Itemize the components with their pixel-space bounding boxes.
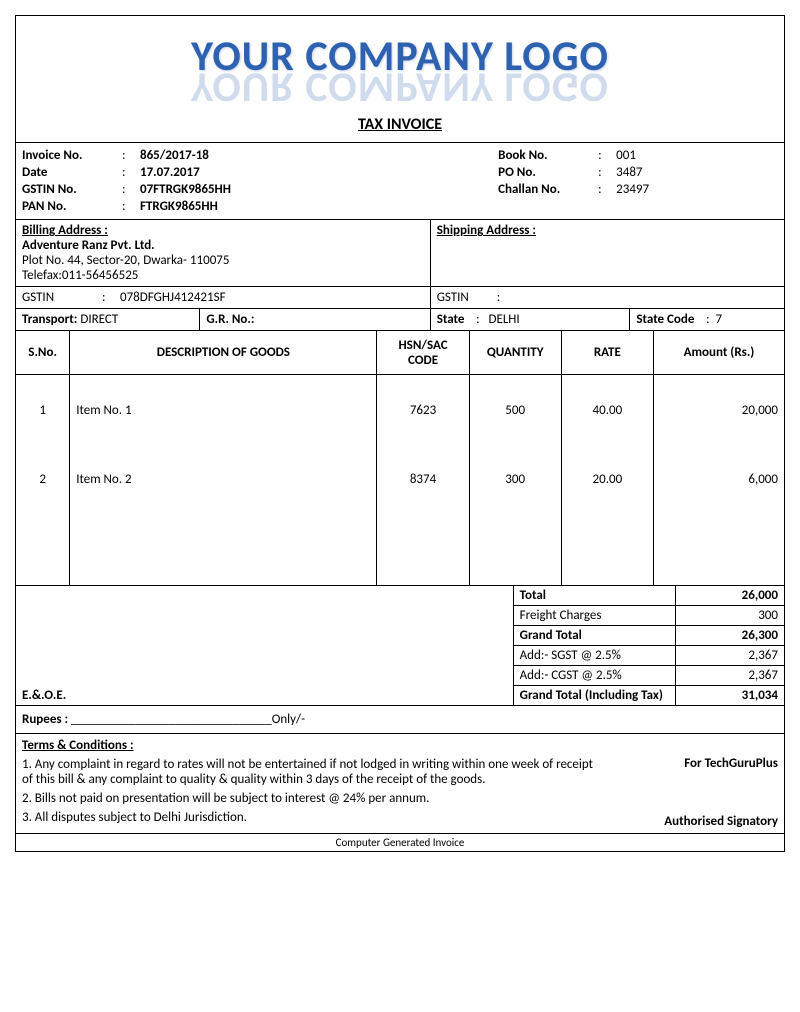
terms-right: For TechGuruPlus Authorised Signatory [600,734,784,833]
billing-line1: Plot No. 44, Sector-20, Dwarka- 110075 [22,253,424,268]
state-code-label: State Code [636,312,694,327]
pan: FTRGK9865HH [140,199,486,214]
state-code-value: 7 [716,312,723,327]
billing-gstin-label: GSTIN [22,290,102,305]
date-label: Date [22,165,122,180]
item-hsn: 8374 [377,445,469,515]
grand-total-value: 26,300 [676,626,784,645]
item-desc: Item No. 1 [70,375,377,445]
book-no: 001 [616,148,778,163]
rupees-label: Rupees : [22,712,68,727]
pan-label: PAN No. [22,199,122,214]
state-label: State [437,312,465,327]
item-amount: 6,000 [653,445,784,515]
date: 17.07.2017 [140,165,486,180]
item-qty: 500 [469,375,561,445]
meta-left: Invoice No.:865/2017-18 Date:17.07.2017 … [16,143,492,219]
gstin-row: GSTIN : 078DFGHJ412421SF GSTIN : [16,286,784,308]
item-hsn: 7623 [377,375,469,445]
item-sno: 2 [16,445,70,515]
po-no-label: PO No. [498,165,598,180]
invoice-no: 865/2017-18 [140,148,486,163]
items-table: S.No. DESCRIPTION OF GOODS HSN/SAC CODE … [16,330,784,585]
billing-name: Adventure Ranz Pvt. Ltd. [22,238,424,253]
gstin-label: GSTIN No. [22,182,122,197]
state-value: DELHI [488,312,519,327]
sgst-value: 2,367 [676,646,784,665]
col-sno: S.No. [16,331,70,375]
grand-inc-value: 31,034 [676,686,784,705]
table-row: 1 Item No. 1 7623 500 40.00 20,000 [16,375,784,445]
col-rate: RATE [561,331,653,375]
sgst-label: Add:- SGST @ 2.5% [514,646,676,665]
item-qty: 300 [469,445,561,515]
terms-head: Terms & Conditions : [22,738,594,753]
cgst-label: Add:- CGST @ 2.5% [514,666,676,685]
cgst-value: 2,367 [676,666,784,685]
col-hsn: HSN/SAC CODE [377,331,469,375]
billing-head: Billing Address : [22,223,424,238]
for-company: For TechGuruPlus [606,756,778,771]
challan-no-label: Challan No. [498,182,598,197]
footer: Computer Generated Invoice [16,833,784,851]
table-row: 2 Item No. 2 8374 300 20.00 6,000 [16,445,784,515]
col-qty: QUANTITY [469,331,561,375]
invoice-page: YOUR COMPANY LOGO YOUR COMPANY LOGO TAX … [15,15,785,852]
terms-row: Terms & Conditions : 1. Any complaint in… [16,733,784,833]
item-rate: 40.00 [561,375,653,445]
terms-left: Terms & Conditions : 1. Any complaint in… [16,734,600,833]
book-no-label: Book No. [498,148,598,163]
invoice-title: TAX INVOICE [16,111,784,142]
col-desc: DESCRIPTION OF GOODS [70,331,377,375]
gr-label: G.R. No.: [206,312,254,327]
item-amount: 20,000 [653,375,784,445]
shipping-head: Shipping Address : [437,223,778,238]
item-sno: 1 [16,375,70,445]
totals-row: E.&.O.E. Total26,000 Freight Charges300 … [16,585,784,705]
billing-telefax: Telefax:011-56456525 [22,268,424,283]
totals-left: E.&.O.E. [16,586,514,705]
item-desc: Item No. 2 [70,445,377,515]
total-label: Total [514,586,676,605]
totals-right: Total26,000 Freight Charges300 Grand Tot… [514,586,784,705]
grand-total-label: Grand Total [514,626,676,645]
rupees-line: _______________________________Only/- [71,712,305,727]
address-row: Billing Address : Adventure Ranz Pvt. Lt… [16,219,784,286]
shipping-address: Shipping Address : [431,220,784,286]
term-3: 3. All disputes subject to Delhi Jurisdi… [22,810,594,825]
table-row [16,515,784,585]
billing-address: Billing Address : Adventure Ranz Pvt. Lt… [16,220,431,286]
invoice-no-label: Invoice No. [22,148,122,163]
transport-label: Transport: [22,312,77,327]
eoe: E.&.O.E. [22,688,66,703]
transport-value: DIRECT [80,312,118,327]
term-2: 2. Bills not paid on presentation will b… [22,791,594,806]
shipping-gstin-label: GSTIN [437,290,497,305]
logo-area: YOUR COMPANY LOGO YOUR COMPANY LOGO [16,16,784,111]
meta-row: Invoice No.:865/2017-18 Date:17.07.2017 … [16,142,784,219]
signatory: Authorised Signatory [664,814,778,829]
gstin: 07FTRGK9865HH [140,182,486,197]
billing-gstin: 078DFGHJ412421SF [120,290,226,305]
challan-no: 23497 [616,182,778,197]
freight-label: Freight Charges [514,606,676,625]
col-amt: Amount (Rs.) [653,331,784,375]
meta-right: Book No.:001 PO No.:3487 Challan No.:234… [492,143,784,219]
total-value: 26,000 [676,586,784,605]
rupees-row: Rupees : _______________________________… [16,705,784,733]
company-logo-reflection: YOUR COMPANY LOGO [16,72,784,101]
transport-row: Transport: DIRECT G.R. No.: State : DELH… [16,308,784,330]
po-no: 3487 [616,165,778,180]
freight-value: 300 [676,606,784,625]
grand-inc-label: Grand Total (Including Tax) [514,686,676,705]
term-1: 1. Any complaint in regard to rates will… [22,757,594,787]
item-rate: 20.00 [561,445,653,515]
